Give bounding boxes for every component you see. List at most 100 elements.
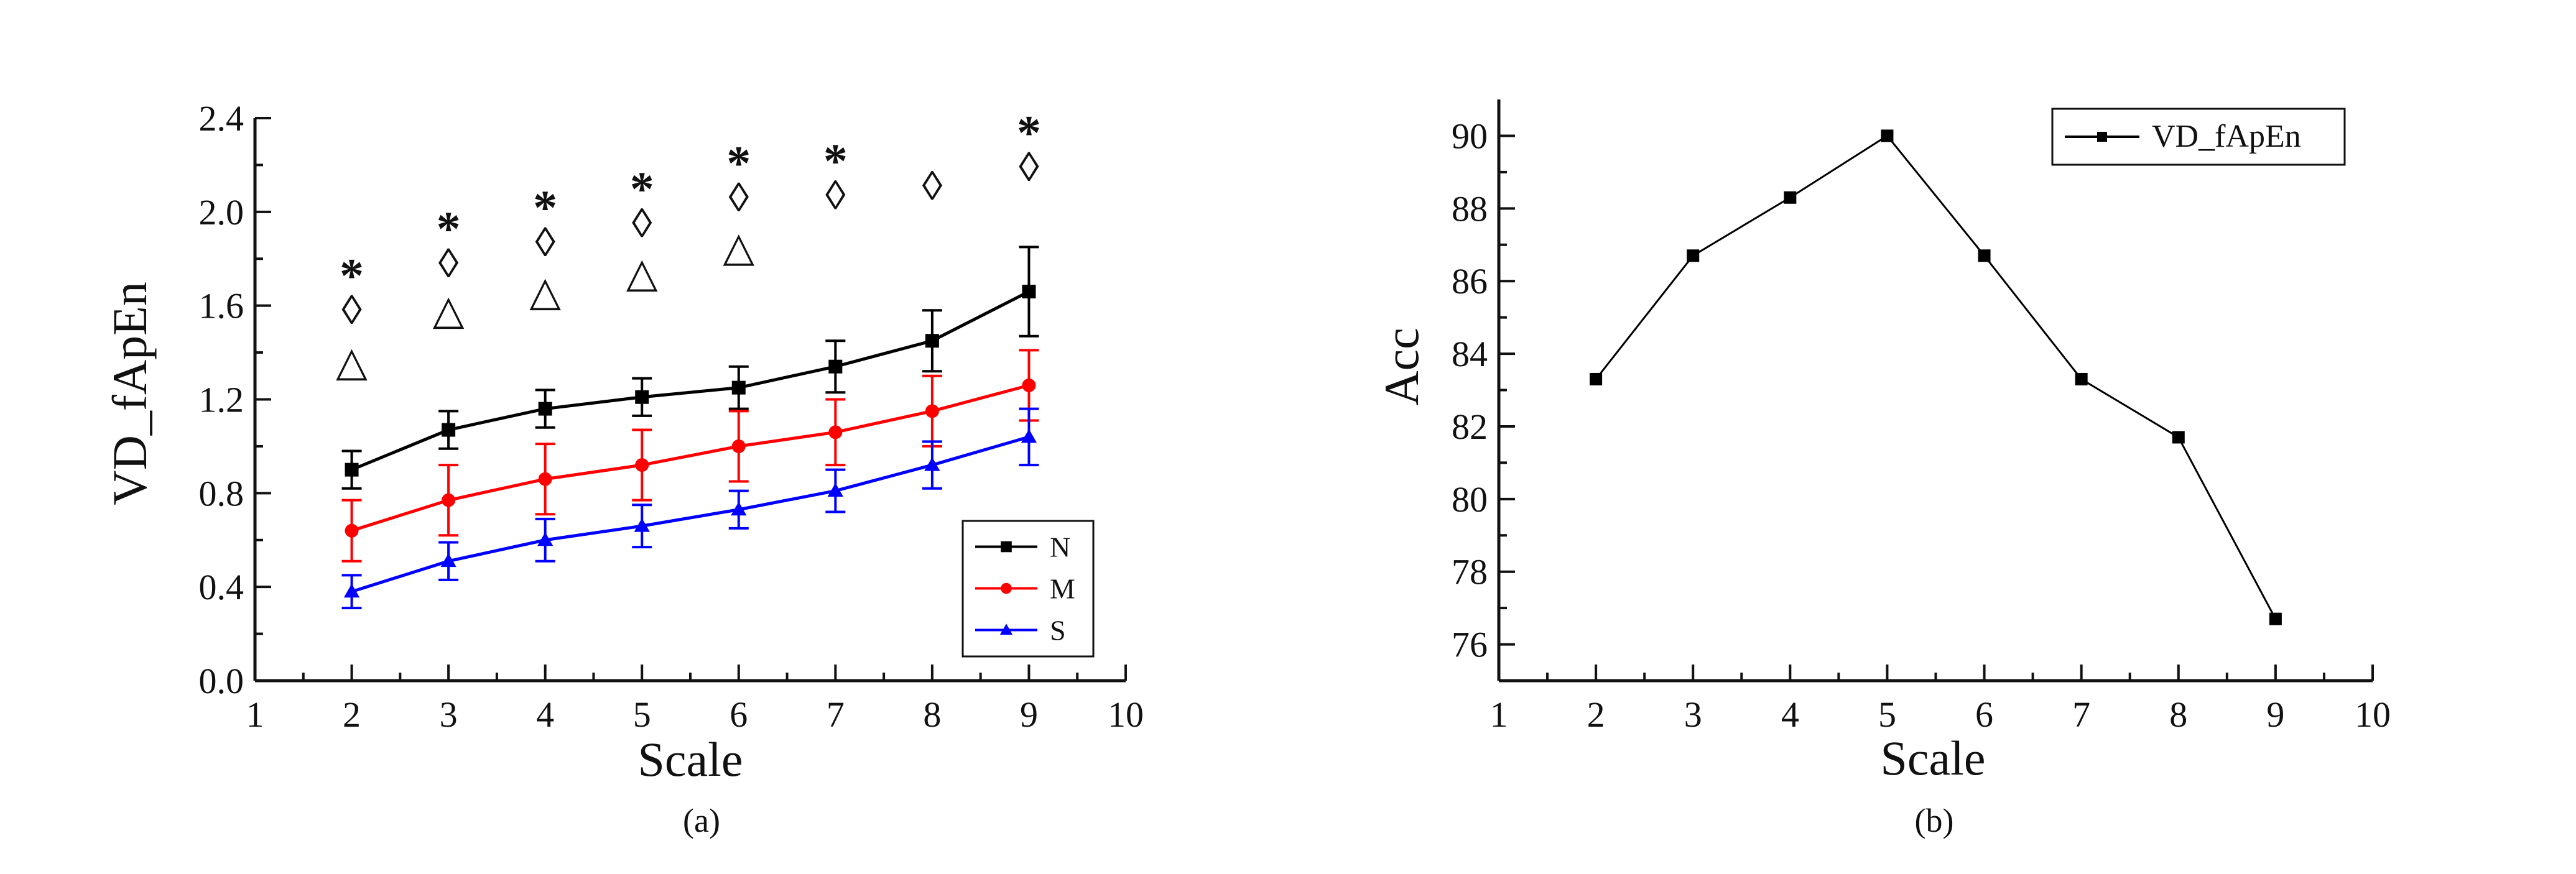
x-tick-label: 7 [827, 694, 845, 735]
data-point-N [635, 390, 649, 404]
x-tick-label: 5 [633, 694, 651, 735]
significance-annotation: ◊ [825, 173, 846, 218]
data-point-S [440, 553, 456, 568]
data-point-N [925, 334, 939, 348]
chart-a-x-axis-title: Scale [638, 732, 743, 786]
legend-label-S: S [1050, 615, 1066, 646]
data-point-VD_fApEn [1687, 249, 1700, 262]
legend-label-VD_fApEn: VD_fApEn [2152, 119, 2301, 154]
significance-annotation: ◊ [341, 288, 362, 333]
data-point-VD_fApEn [1881, 129, 1894, 142]
chart-b-y-axis-title: Acc [1374, 328, 1429, 406]
y-tick-label: 82 [1452, 407, 1488, 447]
significance-annotation: ◊ [632, 201, 652, 247]
significance-annotation: ◊ [535, 220, 555, 265]
x-tick-label: 8 [923, 694, 941, 735]
x-tick-label: 8 [2169, 694, 2187, 735]
y-tick-label: 0.8 [199, 473, 244, 513]
chart-a-legend: NMS [961, 520, 1095, 658]
data-point-N [1022, 285, 1036, 299]
x-tick-label: 3 [1684, 694, 1702, 735]
x-tick-label: 5 [1878, 694, 1896, 735]
data-point-S [731, 502, 747, 516]
significance-annotation: * [340, 249, 364, 303]
significance-annotation: ◊ [438, 241, 459, 287]
data-point-M [442, 493, 456, 507]
x-tick-label: 3 [440, 694, 458, 735]
x-tick-label: 2 [343, 694, 361, 735]
significance-annotation: △ [626, 251, 658, 296]
x-tick-label: 4 [1781, 694, 1799, 735]
data-point-S [924, 457, 940, 471]
y-tick-label: 88 [1452, 188, 1488, 229]
y-tick-label: 84 [1452, 334, 1488, 374]
y-tick-label: 78 [1452, 552, 1488, 592]
significance-annotation: △ [529, 269, 561, 315]
series-line-N [351, 290, 1030, 471]
x-tick-label: 6 [1975, 694, 1993, 735]
y-tick-label: 86 [1452, 261, 1488, 301]
data-point-N [345, 462, 359, 477]
significance-annotation: * [630, 162, 654, 216]
significance-annotation: * [726, 136, 751, 190]
significance-annotation: ◊ [728, 175, 749, 221]
panel-label-b: (b) [1915, 802, 1954, 839]
data-point-S [537, 532, 554, 546]
legend-marker-N [1001, 541, 1012, 553]
data-point-M [1022, 378, 1036, 392]
x-tick-label: 1 [246, 694, 264, 735]
significance-annotation: △ [336, 339, 368, 385]
y-tick-label: 1.2 [199, 380, 244, 420]
data-point-S [343, 584, 360, 598]
chart-panel-a: *◊△*◊△*◊△*◊△*◊△*◊ ◊*◊ 1 2 3 4 5 6 7 8 9 100.00.40.… [103, 98, 1144, 839]
legend-label-N: N [1050, 531, 1070, 563]
significance-annotation: * [437, 201, 461, 255]
panel-label-a: (a) [683, 802, 720, 839]
legend-marker-S [999, 623, 1013, 635]
chart-a-marks: *◊△*◊△*◊△*◊△*◊△*◊ ◊*◊ [336, 106, 1041, 610]
series-line-M [351, 384, 1030, 533]
data-point-N [731, 380, 746, 395]
series-line-VD_fApEn [1595, 134, 2277, 620]
legend-marker-VD_fApEn [2097, 132, 2107, 142]
series-line-S [351, 435, 1030, 594]
chart-a-y-axis-title: VD_fApEn [103, 282, 157, 505]
x-tick-label: 9 [1020, 694, 1038, 735]
data-point-M [345, 523, 359, 538]
x-tick-label: 10 [1108, 694, 1144, 735]
data-point-N [538, 402, 552, 416]
data-point-VD_fApEn [1978, 249, 1991, 262]
data-point-VD_fApEn [2269, 612, 2282, 625]
data-point-N [442, 423, 456, 437]
legend-label-M: M [1050, 573, 1075, 605]
significance-annotation: ◊ [922, 163, 943, 209]
chart-b-legend: VD_fApEn [2051, 108, 2346, 166]
y-tick-label: 0.0 [199, 661, 244, 701]
significance-annotation: * [1017, 106, 1041, 160]
x-tick-label: 10 [2355, 694, 2391, 735]
legend-marker-M [1001, 582, 1012, 594]
data-point-M [635, 458, 649, 472]
x-tick-label: 1 [1490, 694, 1508, 735]
data-point-M [828, 425, 843, 439]
chart-a-frame: 1 2 3 4 5 6 7 8 9 10 0.0 0.4 0.8 1.2 1.6 2.0 2.4 [199, 98, 1144, 735]
x-tick-label: 6 [730, 694, 748, 735]
data-point-M [925, 404, 939, 418]
y-tick-label: 0.4 [199, 567, 244, 607]
y-tick-label: 76 [1452, 625, 1488, 665]
data-point-S [634, 518, 650, 532]
y-tick-label: 2.0 [199, 192, 244, 232]
data-point-N [828, 359, 843, 374]
data-point-S [1021, 429, 1037, 443]
significance-annotation: ◊ [1019, 145, 1039, 190]
significance-annotation: △ [723, 224, 754, 270]
y-tick-label: 1.6 [199, 286, 244, 326]
x-tick-label: 9 [2266, 694, 2284, 735]
data-point-M [538, 472, 552, 486]
significance-annotation: △ [433, 288, 465, 333]
data-point-VD_fApEn [1590, 372, 1603, 385]
data-point-VD_fApEn [2075, 372, 2088, 385]
data-point-VD_fApEn [2172, 431, 2185, 444]
